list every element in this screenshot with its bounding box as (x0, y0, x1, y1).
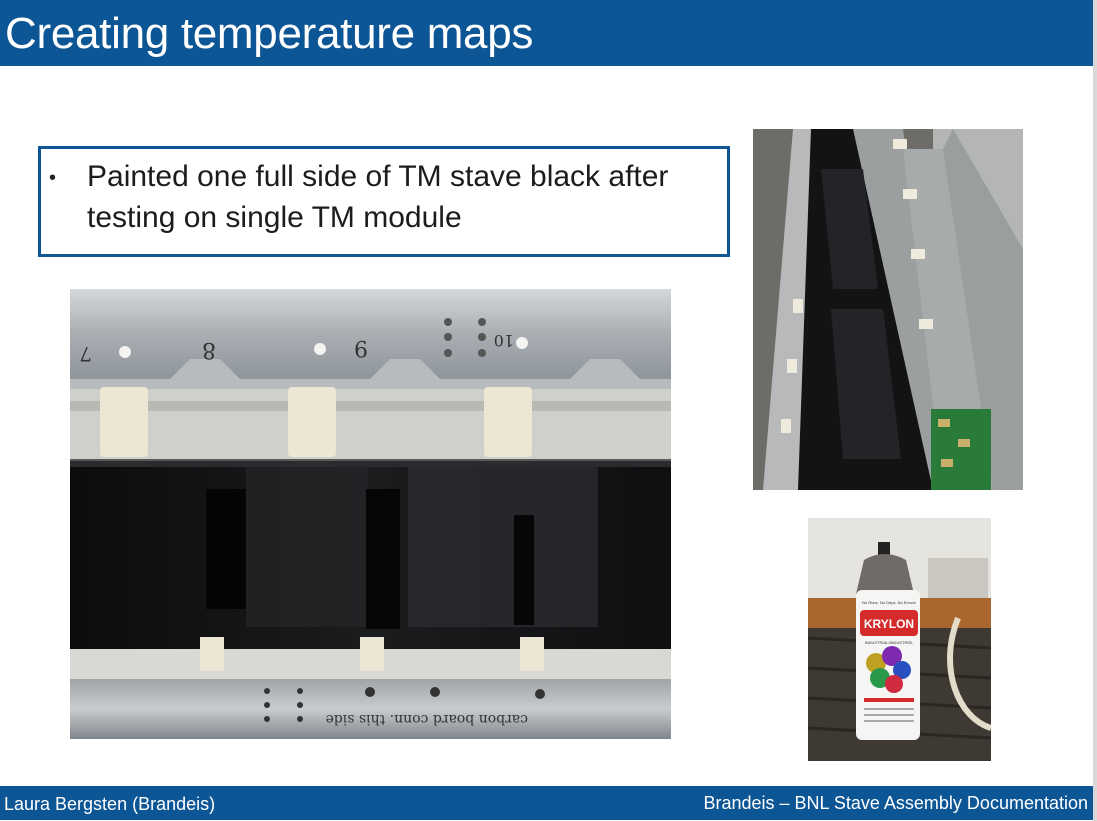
krylon-logo: KRYLON (864, 617, 914, 631)
footer-bar: Laura Bergsten (Brandeis) Brandeis – BNL… (0, 786, 1093, 820)
title-bar: Creating temperature maps (0, 0, 1093, 66)
handwriting-7: 7 (79, 342, 92, 366)
full-stave-photo (753, 129, 1023, 490)
slide-title: Creating temperature maps (5, 9, 534, 58)
can-tagline: No Runs. No Drips. No Errors! (862, 600, 916, 605)
slide-edge (1093, 0, 1097, 821)
footer-presentation-title: Brandeis – BNL Stave Assembly Documentat… (703, 793, 1088, 813)
stave-closeup-illustration: 7 8 9 10 carbon board conn. this side (70, 289, 671, 739)
full-stave-illustration (753, 129, 1023, 490)
bullet-text: Painted one full side of TM stave black … (87, 160, 669, 234)
bullet-marker: • (49, 167, 57, 189)
stave-closeup-photo: 7 8 9 10 carbon board conn. this side (70, 289, 671, 739)
can-subtitle: INDUSTRIAL/INDUSTRIEL (865, 640, 914, 645)
bullet-box: • Painted one full side of TM stave blac… (38, 146, 730, 257)
spray-can-photo: KRYLON No Runs. No Drips. No Errors! IND… (808, 518, 991, 761)
handwriting-8: 8 (202, 337, 216, 362)
handwriting-9: 9 (354, 335, 368, 360)
footer-author: Laura Bergsten (Brandeis) (4, 794, 216, 814)
spray-can-illustration: KRYLON No Runs. No Drips. No Errors! IND… (808, 518, 991, 761)
handwriting-bottom: carbon board conn. this side (326, 711, 528, 727)
handwriting-10: 10 (494, 331, 514, 350)
